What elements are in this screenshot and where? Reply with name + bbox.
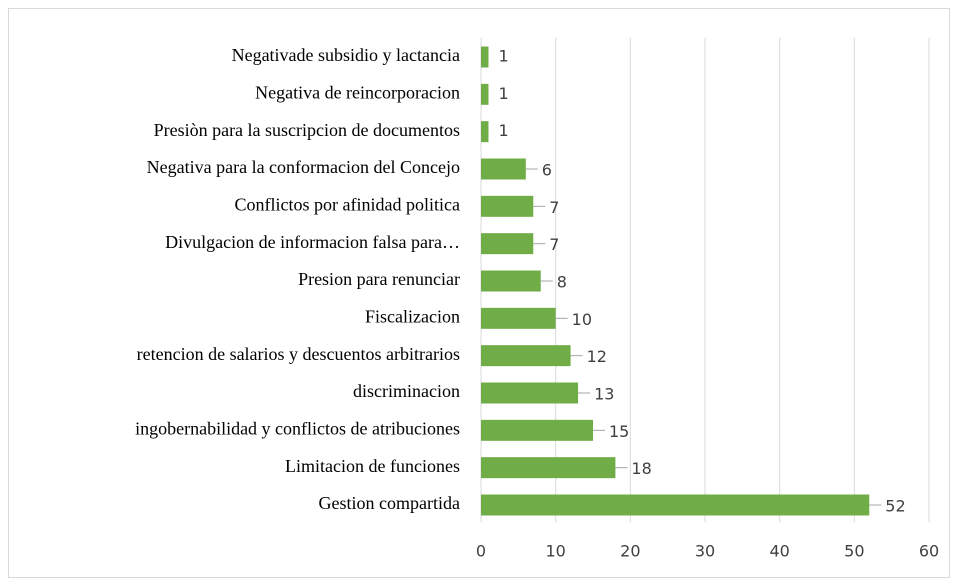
data-label: 52	[885, 497, 905, 516]
bar	[481, 121, 489, 143]
bar	[481, 46, 489, 68]
data-label: 6	[542, 161, 552, 180]
y-tick-label: Limitacion de funciones	[285, 456, 460, 476]
x-tick-label: 50	[844, 542, 864, 561]
bar	[481, 382, 579, 404]
data-label: 12	[587, 347, 607, 366]
y-tick-label: discriminacion	[353, 381, 460, 401]
x-tick-label: 30	[695, 542, 715, 561]
data-label: 1	[498, 47, 508, 66]
bar	[481, 494, 870, 516]
bar	[481, 83, 489, 105]
y-tick-label: ingobernabilidad y conflictos de atribuc…	[135, 418, 460, 438]
y-tick-label: Negativa para la conformacion del Concej…	[147, 157, 460, 177]
x-tick-label: 0	[476, 542, 486, 561]
y-tick-label: Fiscalizacion	[365, 306, 460, 326]
bar	[481, 419, 593, 441]
x-tick-label: 40	[769, 542, 789, 561]
bar	[481, 195, 534, 217]
data-label: 15	[609, 422, 629, 441]
chart-frame	[8, 8, 950, 578]
data-label: 18	[631, 459, 651, 478]
bar	[481, 457, 616, 479]
y-tick-label: Gestion compartida	[319, 493, 460, 513]
y-tick-label: Presion para renunciar	[298, 269, 460, 289]
y-tick-label: Conflictos por afinidad politica	[235, 194, 460, 214]
y-tick-label: Presiòn para la suscripcion de documento…	[154, 120, 460, 140]
y-tick-label: Divulgacion de informacion falsa para…	[165, 232, 460, 252]
y-tick-label: Negativa de reincorporacion	[255, 82, 460, 102]
data-label: 10	[572, 310, 592, 329]
bar	[481, 307, 556, 329]
data-label: 7	[549, 198, 559, 217]
bar	[481, 158, 526, 180]
x-tick-label: 60	[919, 542, 939, 561]
data-label: 1	[498, 84, 508, 103]
bar	[481, 233, 534, 255]
y-tick-label: Negativade subsidio y lactancia	[232, 45, 460, 65]
x-tick-label: 20	[620, 542, 640, 561]
data-label: 13	[594, 385, 614, 404]
data-label: 1	[498, 121, 508, 140]
bar	[481, 345, 571, 367]
bar	[481, 270, 541, 292]
data-label: 8	[557, 273, 567, 292]
data-label: 7	[549, 235, 559, 254]
x-tick-label: 10	[545, 542, 565, 561]
y-tick-label: retencion de salarios y descuentos arbit…	[137, 344, 460, 364]
